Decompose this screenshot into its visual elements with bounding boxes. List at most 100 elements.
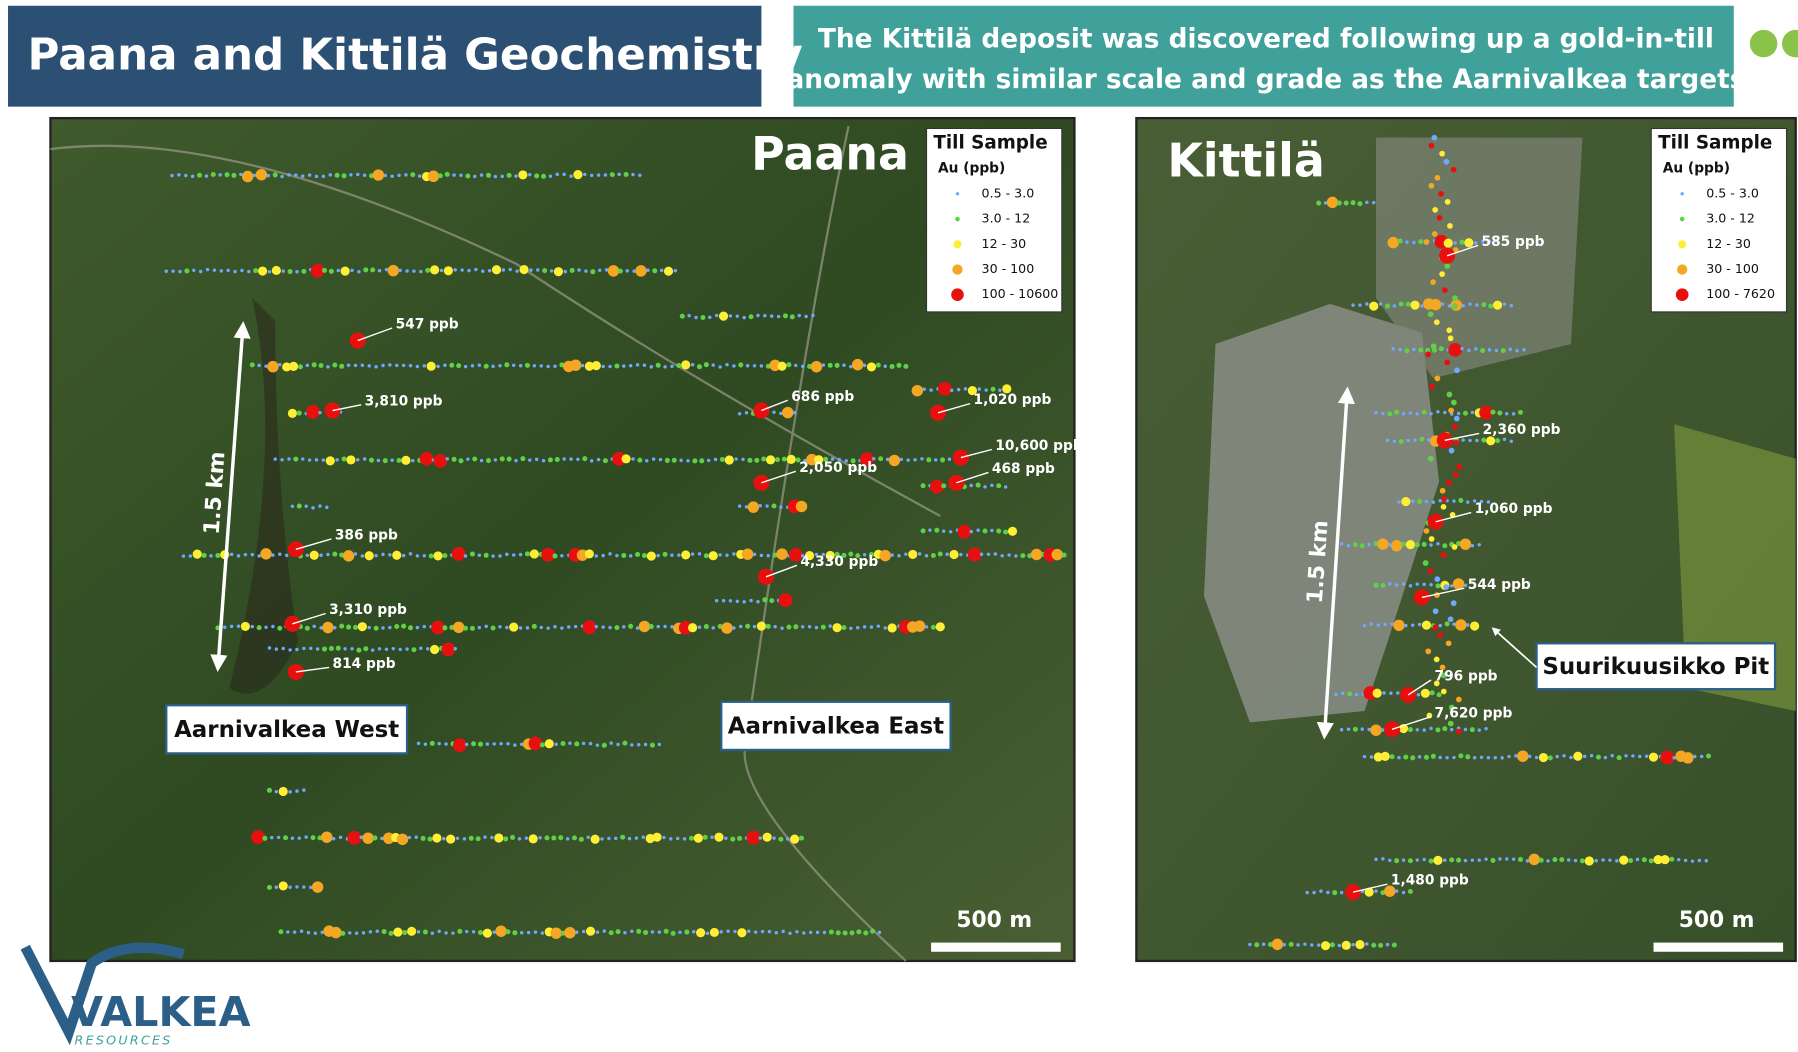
sample xyxy=(1528,853,1540,866)
sample xyxy=(541,459,546,463)
sample xyxy=(1429,298,1442,311)
sample xyxy=(828,624,832,628)
sample xyxy=(1454,367,1460,374)
sample xyxy=(631,457,635,461)
sample xyxy=(924,625,929,629)
sample xyxy=(288,790,292,794)
sample xyxy=(1432,206,1439,213)
sample xyxy=(1443,238,1453,248)
sample xyxy=(1369,622,1374,626)
scale-bar xyxy=(1653,942,1784,952)
sample xyxy=(499,456,505,462)
sample xyxy=(554,742,558,747)
sample xyxy=(1515,348,1519,353)
sample xyxy=(929,479,944,494)
sample xyxy=(1358,303,1362,307)
sample xyxy=(718,311,729,321)
sample xyxy=(302,788,306,792)
sample xyxy=(1365,942,1369,946)
sample xyxy=(419,269,423,274)
sample xyxy=(1429,583,1433,587)
sample xyxy=(778,593,793,607)
sample xyxy=(868,551,875,558)
sample xyxy=(656,553,660,558)
sample xyxy=(1371,942,1377,948)
sample xyxy=(359,835,363,839)
sample xyxy=(367,364,371,368)
sample xyxy=(800,625,805,629)
sample xyxy=(558,835,564,841)
sample xyxy=(710,835,714,839)
sample xyxy=(821,552,826,557)
sample xyxy=(302,646,306,651)
sample xyxy=(1000,554,1004,558)
legend-swatch xyxy=(1679,216,1685,222)
sample xyxy=(1452,622,1456,626)
sample xyxy=(1452,578,1465,590)
sample xyxy=(417,174,422,178)
sample xyxy=(1370,724,1382,736)
sample xyxy=(875,362,881,368)
sample xyxy=(506,741,510,746)
sample xyxy=(662,835,666,840)
sample xyxy=(1466,623,1470,627)
sample xyxy=(1405,301,1411,307)
sample xyxy=(321,174,326,179)
sample xyxy=(505,552,509,557)
sample xyxy=(1594,859,1598,863)
sample xyxy=(1456,411,1461,416)
sample xyxy=(278,552,282,556)
sample xyxy=(1391,347,1395,351)
sample xyxy=(463,554,468,558)
high-grade-sample xyxy=(1400,686,1417,703)
sample xyxy=(390,458,394,462)
sample xyxy=(635,551,641,557)
sample xyxy=(1500,348,1506,354)
sample xyxy=(301,268,307,274)
sample xyxy=(1337,943,1342,948)
sample xyxy=(1421,541,1427,547)
sample xyxy=(335,458,339,462)
sample xyxy=(774,457,780,463)
sample xyxy=(977,387,981,391)
sample xyxy=(714,313,719,318)
sample xyxy=(518,363,523,368)
sample xyxy=(1451,303,1458,310)
sample xyxy=(442,837,446,841)
sample xyxy=(536,268,540,272)
sample xyxy=(765,455,776,465)
sample xyxy=(1449,584,1454,588)
sample xyxy=(928,528,932,532)
sample xyxy=(192,268,196,273)
sample xyxy=(477,741,483,747)
sample xyxy=(850,458,856,464)
sample xyxy=(1433,319,1440,326)
sample xyxy=(1497,410,1503,416)
sample xyxy=(622,625,626,629)
sample xyxy=(295,789,299,793)
sample xyxy=(1517,856,1524,862)
sample xyxy=(492,930,496,934)
sample xyxy=(1486,436,1496,446)
sample xyxy=(360,554,365,558)
sample xyxy=(1452,471,1459,478)
sample xyxy=(752,364,757,368)
sample xyxy=(1427,311,1434,318)
sample xyxy=(551,835,557,841)
sample xyxy=(1511,857,1516,861)
sample xyxy=(990,528,994,533)
sample xyxy=(471,741,477,747)
logo-mark xyxy=(20,942,185,1046)
sample xyxy=(360,363,365,367)
sample xyxy=(1423,754,1429,760)
sample xyxy=(1442,543,1448,549)
sample xyxy=(472,456,478,462)
legend-label: 30 - 100 xyxy=(1706,261,1759,276)
sample xyxy=(1479,499,1484,504)
sample xyxy=(630,743,634,747)
sample xyxy=(1422,728,1426,732)
sample xyxy=(375,929,379,933)
sample xyxy=(1360,727,1364,731)
sample xyxy=(520,930,524,935)
sample xyxy=(256,625,262,631)
